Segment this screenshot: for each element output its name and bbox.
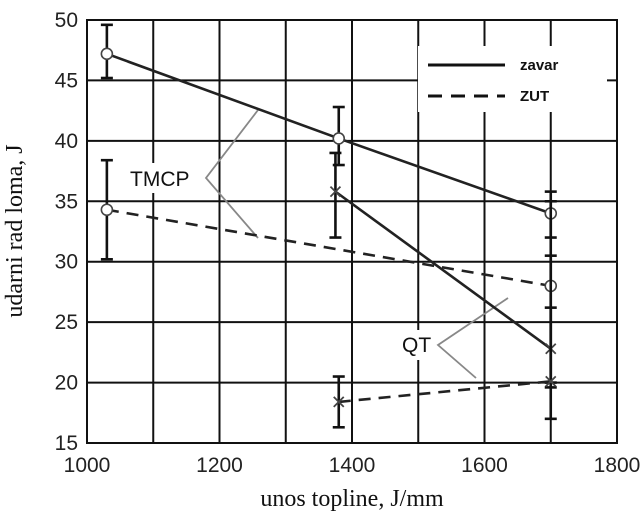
x-tick-labels: 1000 1200 1400 1600 1800 bbox=[64, 454, 640, 477]
y-axis-title: udarni rad loma, J bbox=[2, 144, 28, 317]
y-tick-label: 30 bbox=[55, 251, 78, 274]
data-point-tmcp-zavar bbox=[100, 47, 114, 61]
plot-frame bbox=[86, 19, 618, 444]
x-tick-label: 1600 bbox=[461, 454, 508, 477]
y-tick-label: 45 bbox=[55, 69, 78, 92]
annotation-tmcp: TMCP bbox=[130, 168, 190, 191]
qt-label-background bbox=[398, 330, 438, 360]
legend-label-zut: ZUT bbox=[520, 88, 549, 105]
series-tmcp-zavar bbox=[100, 23, 558, 239]
annotations: TMCP QT bbox=[128, 109, 509, 379]
data-point-qt-zut bbox=[545, 375, 557, 387]
legend-label-zavar: zavar bbox=[520, 57, 559, 74]
series-line-qt-zavar bbox=[334, 190, 552, 350]
y-tick-label: 40 bbox=[55, 130, 78, 153]
x-axis-title: unos topline, J/mm bbox=[260, 486, 444, 512]
x-tick-label: 1400 bbox=[329, 454, 376, 477]
y-tick-label: 50 bbox=[55, 9, 78, 32]
x-tick-label: 1000 bbox=[64, 454, 111, 477]
data-point-tmcp-zavar bbox=[332, 132, 346, 145]
tmcp-pointer bbox=[204, 109, 259, 239]
legend: zavar ZUT bbox=[418, 46, 607, 112]
series-line-tmcp-zut bbox=[106, 208, 551, 288]
series-line-qt-zut bbox=[338, 380, 551, 404]
qt-pointer bbox=[436, 297, 509, 379]
annotation-qt: QT bbox=[402, 334, 431, 357]
legend-background bbox=[418, 46, 607, 112]
y-tick-label: 15 bbox=[55, 432, 78, 455]
y-tick-label: 35 bbox=[55, 190, 78, 213]
series-qt-zut bbox=[332, 254, 557, 429]
x-tick-label: 1800 bbox=[594, 454, 640, 477]
series-layer bbox=[100, 23, 558, 429]
y-tick-label: 25 bbox=[55, 311, 78, 334]
tmcp-label-background bbox=[128, 163, 206, 193]
data-point-qt-zavar bbox=[329, 185, 342, 198]
x-tick-label: 1200 bbox=[196, 454, 243, 477]
data-point-tmcp-zut bbox=[100, 203, 114, 217]
y-tick-label: 20 bbox=[55, 372, 78, 395]
data-point-qt-zut bbox=[333, 396, 345, 408]
y-tick-labels: 15 20 25 30 35 40 45 50 bbox=[55, 9, 78, 455]
